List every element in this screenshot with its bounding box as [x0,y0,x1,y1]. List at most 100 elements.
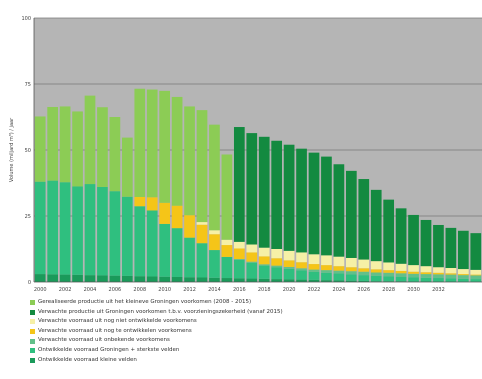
bar-segment [408,214,419,266]
bar-segment [333,280,345,282]
bar-segment [134,88,146,197]
bar-segment [370,261,382,270]
bar-segment [246,252,258,262]
legend-label: Verwachte voorraad uit onbekende voorkom… [38,337,170,344]
bar-segment [109,191,121,276]
bar-segment [171,205,183,229]
x-tick-label: 2026 [357,287,370,293]
bar-segment [433,272,444,275]
bar-segment [296,270,307,280]
legend-label: Ontwikkelde voorraad Groningen + sterkst… [38,346,180,353]
bar-segment [171,276,183,282]
bar-segment [258,265,270,279]
bar-segment [420,274,432,278]
bar-segment [321,255,332,266]
bar-segment [395,273,407,277]
bar-segment [121,196,133,276]
bar-segment [433,278,444,282]
bar-segment [246,278,258,282]
x-tick-label: 2010 [158,287,171,293]
bar-segment [246,133,258,245]
bar-segment [383,199,395,263]
bar-segment [321,280,332,282]
bar-segment [196,277,208,282]
bar-segment [283,250,295,261]
bar-segment [134,206,146,277]
bar-segment [171,96,183,206]
bar-segment [159,276,171,282]
bar-segment [308,269,320,272]
legend-item: Verwachte productie uit Groningen voorko… [30,308,470,318]
legend-label: Ontwikkelde voorraad kleine velden [38,356,137,363]
bar-segment [333,273,345,281]
bar-segment [84,95,96,185]
bar-segment [408,271,419,274]
bar-segment [457,275,469,279]
bar-segment [196,243,208,278]
legend-label: Verwachte productie uit Groningen voorko… [38,308,283,315]
bar-segment [34,116,46,182]
y-tick-label: 100 [21,16,31,22]
bars [34,88,482,282]
bar-segment [121,137,133,197]
bar-segment [246,262,258,279]
x-tick-label: 2028 [382,287,395,293]
bar-segment [258,278,270,282]
bar-segment [246,261,258,263]
bar-segment [296,262,307,269]
bar-segment [408,273,419,278]
bar-segment [233,241,245,249]
x-tick-label: 2018 [258,287,271,293]
bar-segment [146,197,158,211]
bar-segment [209,250,220,278]
bar-segment [308,279,320,282]
x-tick-label: 2016 [233,287,246,293]
bar-segment [470,233,482,270]
bar-segment [171,228,183,277]
bar-segment [209,234,220,251]
legend-label: Verwachte voorraad uit nog niet ontwikke… [38,318,197,325]
x-tick-label: 2032 [432,287,445,293]
bar-segment [333,256,345,267]
bar-segment [97,107,108,187]
bar-segment [370,269,382,273]
bar-segment [358,268,370,272]
bar-segment [420,266,432,273]
bar-segment [433,267,444,273]
bar-segment [395,270,407,274]
bar-segment [72,186,83,275]
bar-segment [271,140,283,249]
bar-segment [146,276,158,282]
x-tick-label: 2002 [59,287,72,293]
bar-segment [457,278,469,282]
bar-segment [221,278,233,282]
bar-segment [321,156,332,256]
bar-segment [370,272,382,276]
bar-segment [47,180,59,275]
bar-segment [109,275,121,282]
bar-segment [408,265,419,272]
bar-segment [233,248,245,260]
bar-segment [383,262,395,271]
bar-segment [59,106,71,183]
bar-segment [433,274,444,279]
bar-segment [283,144,295,251]
bar-segment [72,274,83,282]
bar-segment [84,184,96,276]
legend-item: Ontwikkelde voorraad kleine velden [30,356,470,366]
x-tick-label: 2030 [407,287,420,293]
legend-item: Verwachte voorraad uit nog te ontwikkele… [30,327,470,337]
x-tick-label: 2008 [133,287,146,293]
bar-segment [233,278,245,282]
x-tick-label: 2020 [283,287,296,293]
bar-segment [308,152,320,255]
legend-swatch [30,319,35,325]
bar-segment [271,267,283,280]
legend-item: Ontwikkelde voorraad Groningen + sterkst… [30,346,470,356]
x-tick-label: 2004 [84,287,97,293]
bar-segment [209,124,220,231]
legend: Gerealiseerde productie uit het kleineve… [30,298,470,365]
bar-segment [470,279,482,282]
bar-segment [333,164,345,257]
